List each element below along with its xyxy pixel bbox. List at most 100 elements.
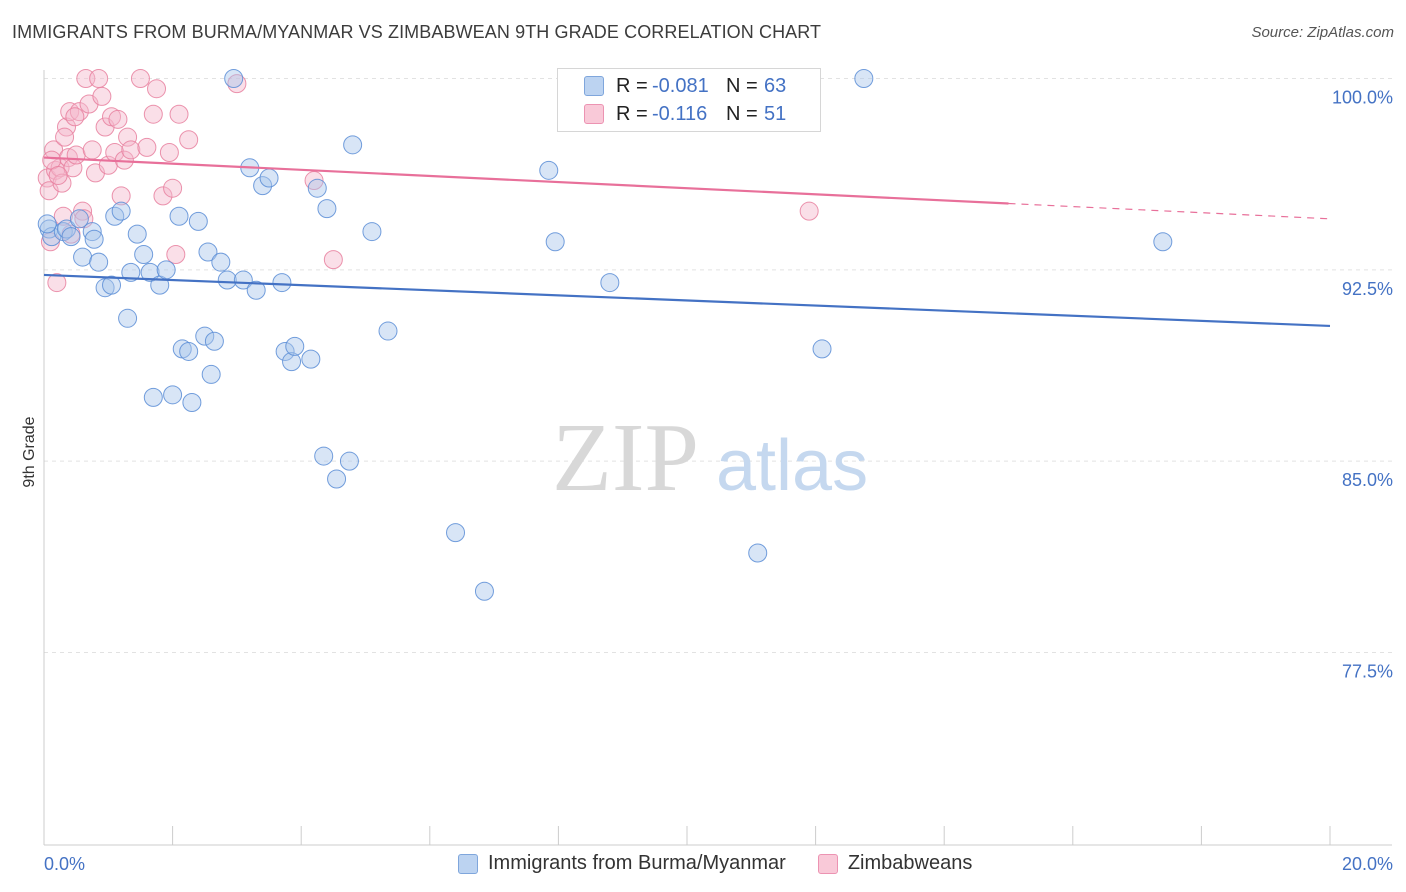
zimbabwean-point (163, 178, 183, 198)
legend-r-value: -0.081 (652, 74, 709, 97)
burma-point (163, 385, 183, 405)
burma-point (201, 364, 221, 384)
burma-point (317, 199, 337, 219)
zimbabwean-point (89, 69, 109, 88)
source-credit: Source: ZipAtlas.com (1251, 24, 1394, 41)
zimbabwean-point (92, 86, 112, 106)
legend-r-value: -0.116 (652, 102, 708, 125)
burma-point (748, 543, 768, 563)
y-tick-label: 92.5% (1342, 279, 1393, 299)
zimbabwean-point (82, 140, 102, 160)
zimbabwean-point (118, 127, 138, 147)
y-tick-label: 100.0% (1332, 88, 1393, 108)
burma-point (539, 160, 559, 180)
zimbabwean-point (108, 109, 128, 129)
series-legend-zimbabwe: Zimbabweans (817, 852, 972, 875)
y-tick-label: 77.5% (1342, 662, 1393, 682)
series-swatch-pink (817, 853, 838, 874)
burma-point (217, 270, 237, 290)
zimbabwean-points (37, 69, 819, 293)
y-axis-label: 9th Grade (21, 416, 38, 487)
burma-points (37, 69, 1173, 601)
zimbabwean-point (227, 74, 247, 94)
burma-point (134, 245, 154, 265)
burma-point (600, 273, 620, 293)
legend-n-value: 63 (764, 74, 787, 97)
x-tick-label: 20.0% (1342, 854, 1393, 874)
legend-n-label: N = (726, 74, 758, 97)
burma-point (224, 69, 244, 88)
zimbabwean-point (121, 140, 141, 160)
burma-point (102, 275, 122, 295)
burma-point (446, 523, 466, 543)
burma-point (253, 176, 273, 196)
burma-point (118, 308, 138, 328)
burma-point (1153, 232, 1173, 252)
axes (43, 70, 1392, 846)
zimbabwean-point (55, 127, 75, 147)
legend-row-zimbabwe: R = -0.116 N = 51 (558, 100, 786, 128)
burma-point (854, 69, 874, 88)
legend-swatch-pink (584, 104, 604, 124)
grid-lines (44, 78, 1392, 653)
zimbabwean-point (65, 107, 85, 127)
legend-n-value: 51 (764, 102, 787, 125)
burma-point (545, 232, 565, 252)
zimbabwean-point (166, 245, 186, 265)
watermark-atlas: atlas (716, 426, 868, 506)
x-tick-label: 0.0% (44, 854, 85, 874)
burma-point (121, 262, 141, 282)
burma-point (195, 326, 215, 346)
burma-point (111, 201, 131, 221)
burma-point (89, 252, 109, 272)
burma-point (285, 336, 305, 356)
burma-point (198, 242, 218, 262)
burma-point (73, 247, 93, 267)
burma-point (246, 280, 266, 300)
burma-point (272, 273, 292, 293)
stats-legend: R = -0.081 N = 63 R = -0.116 N = 51 (557, 68, 821, 132)
zimbabwean-trend-line (43, 156, 1009, 205)
burma-point (188, 211, 208, 231)
zimbabwean-point (147, 79, 167, 99)
burma-point (282, 352, 302, 372)
burma-point (339, 451, 359, 471)
burma-point (127, 224, 147, 244)
burma-point (169, 206, 189, 226)
watermark: ZIP atlas (552, 404, 868, 512)
zimbabwean-point (179, 130, 199, 150)
burma-point (343, 135, 363, 155)
burma-point (233, 270, 253, 290)
chart-title: IMMIGRANTS FROM BURMA/MYANMAR VS ZIMBABW… (12, 22, 822, 42)
burma-point (211, 252, 231, 272)
zimbabwean-point (159, 142, 179, 162)
zimbabwean-trend-line-dashed (1008, 202, 1331, 220)
burma-point (259, 168, 279, 188)
zimbabwean-point (73, 201, 93, 221)
zimbabwean-point (130, 69, 150, 88)
burma-point (140, 262, 160, 282)
burma-point (812, 339, 832, 359)
burma-point (301, 349, 321, 369)
legend-swatch-blue (584, 76, 604, 96)
zimbabwean-point (47, 273, 67, 293)
burma-point (362, 222, 382, 242)
trend-lines (43, 156, 1331, 328)
zimbabwean-point (111, 186, 131, 206)
series-legend-burma: Immigrants from Burma/Myanmar (458, 852, 786, 875)
legend-r-label: R = (616, 102, 648, 125)
burma-point (105, 206, 125, 226)
series-legend: Immigrants from Burma/Myanmar Zimbabwean… (458, 852, 1004, 875)
zimbabwean-point (799, 201, 819, 221)
burma-point (179, 341, 199, 361)
burma-point (275, 341, 295, 361)
zimbabwean-point (48, 165, 68, 185)
burma-point (84, 229, 104, 249)
zimbabwean-point (60, 102, 80, 122)
zimbabwean-point (169, 104, 189, 124)
zimbabwean-point (304, 171, 324, 191)
burma-point (378, 321, 398, 341)
legend-n-label: N = (726, 102, 758, 125)
zimbabwean-point (153, 186, 173, 206)
zimbabwean-point (143, 104, 163, 124)
